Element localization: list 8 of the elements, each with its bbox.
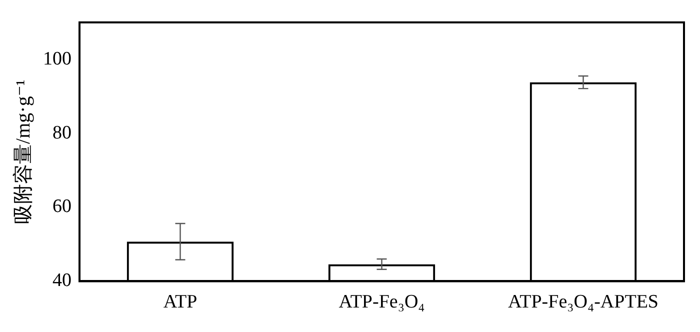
y-tick-label: 40 xyxy=(52,270,72,292)
y-tick-label: 60 xyxy=(52,196,72,218)
y-tick-label: 80 xyxy=(52,122,72,144)
x-tick-label: ATP-Fe₃O₄-APTES xyxy=(508,292,658,313)
y-axis-title: 吸附容量/mg·g⁻¹ xyxy=(12,80,34,224)
x-tick-label: ATP xyxy=(163,292,198,313)
x-tick-label: ATP-Fe₃O₄ xyxy=(338,292,425,313)
y-tick-label: 100 xyxy=(43,48,72,70)
